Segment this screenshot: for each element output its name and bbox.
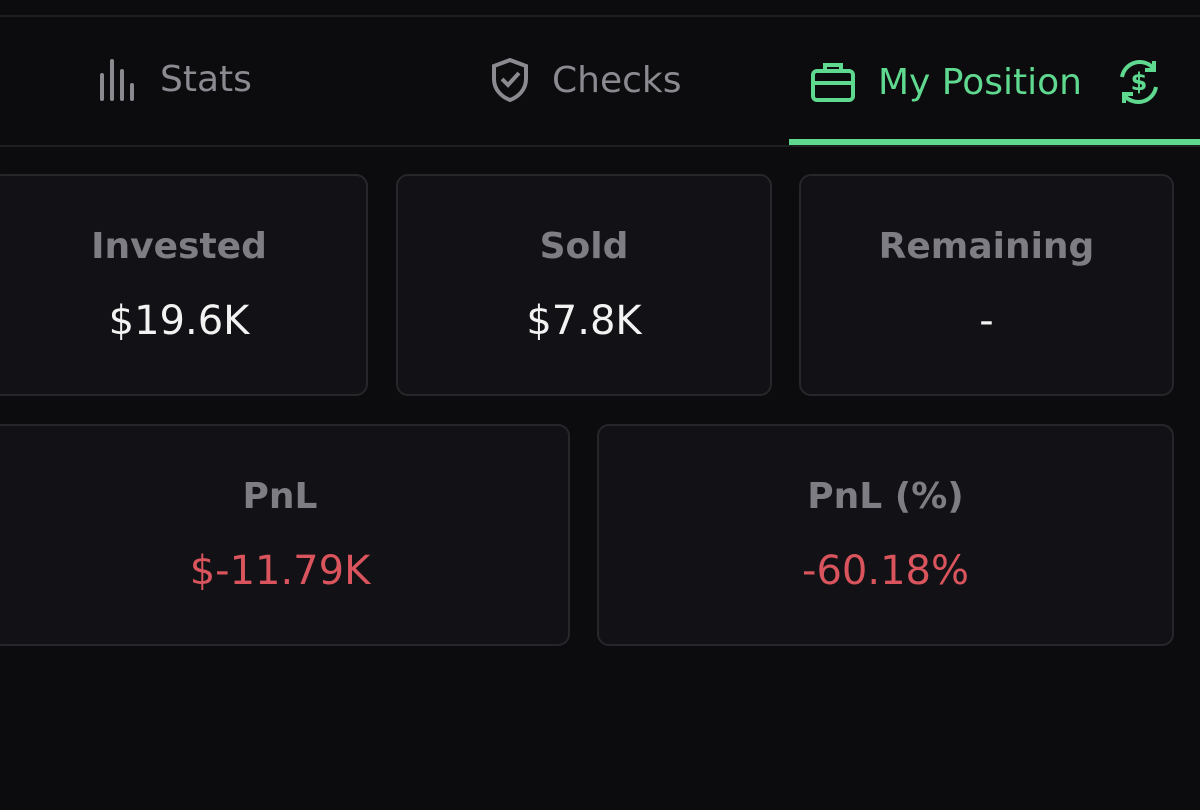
stat-card: Invested $19.6K [0,174,368,396]
divider [0,15,1200,17]
tab-bar: Stats Checks My Position $ [0,17,1200,147]
svg-text:$: $ [1131,68,1148,96]
stat-card: PnL (%) -60.18% [597,424,1174,646]
card-value: -60.18% [802,548,969,594]
tab-label: Stats [160,58,252,100]
card-label: PnL [242,476,318,517]
stats-icon [100,59,134,101]
shield-icon [492,57,528,103]
refresh-dollar-icon[interactable]: $ [1114,57,1164,107]
stat-card: PnL $-11.79K [0,424,570,646]
card-value: - [979,298,994,344]
tab-checks[interactable]: Checks [490,57,682,103]
card-label: PnL (%) [807,476,964,517]
card-value: $-11.79K [189,548,371,594]
tab-label: Checks [552,59,682,101]
tab-label: My Position [878,61,1082,103]
card-label: Remaining [878,226,1095,267]
card-value: $7.8K [526,298,642,344]
stat-card: Remaining - [799,174,1174,396]
briefcase-icon [811,63,855,102]
stat-card: Sold $7.8K [396,174,772,396]
tab-stats[interactable]: Stats [98,57,252,101]
card-label: Invested [91,226,267,267]
card-label: Sold [539,226,629,267]
active-tab-indicator [789,139,1200,145]
card-value: $19.6K [108,298,250,344]
tab-my-position[interactable]: My Position $ [810,57,1164,107]
